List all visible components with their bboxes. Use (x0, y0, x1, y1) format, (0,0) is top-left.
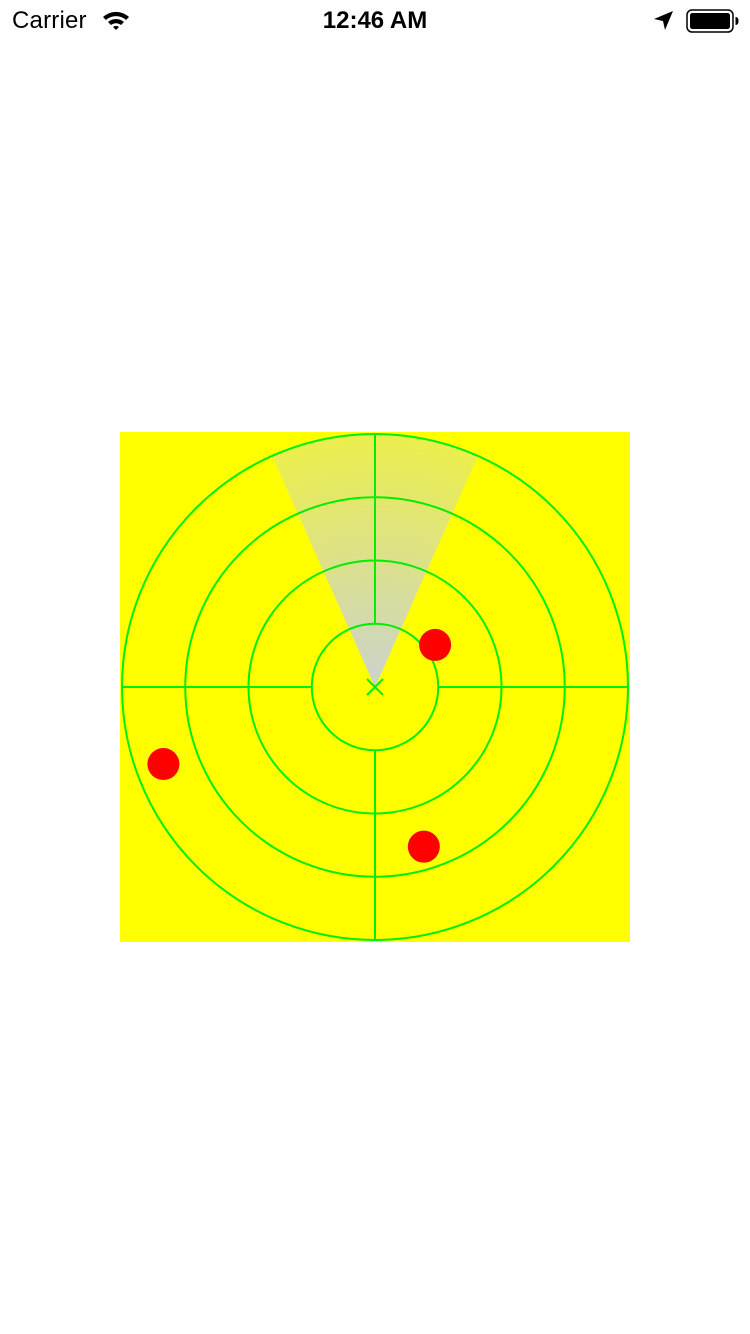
carrier-label: Carrier (12, 7, 87, 34)
battery-icon (686, 9, 739, 33)
status-time: 12:46 AM (322, 7, 428, 34)
wifi-icon (103, 11, 129, 30)
radar-canvas (120, 432, 630, 942)
radar-view (120, 432, 630, 942)
blip-lower-right (407, 830, 440, 863)
status-bar: Carrier 12:46 AM (0, 0, 750, 40)
location-arrow-icon (654, 11, 673, 30)
blip-left (147, 748, 180, 781)
radar-center-marker (366, 678, 384, 696)
blip-upper-right (419, 628, 452, 661)
